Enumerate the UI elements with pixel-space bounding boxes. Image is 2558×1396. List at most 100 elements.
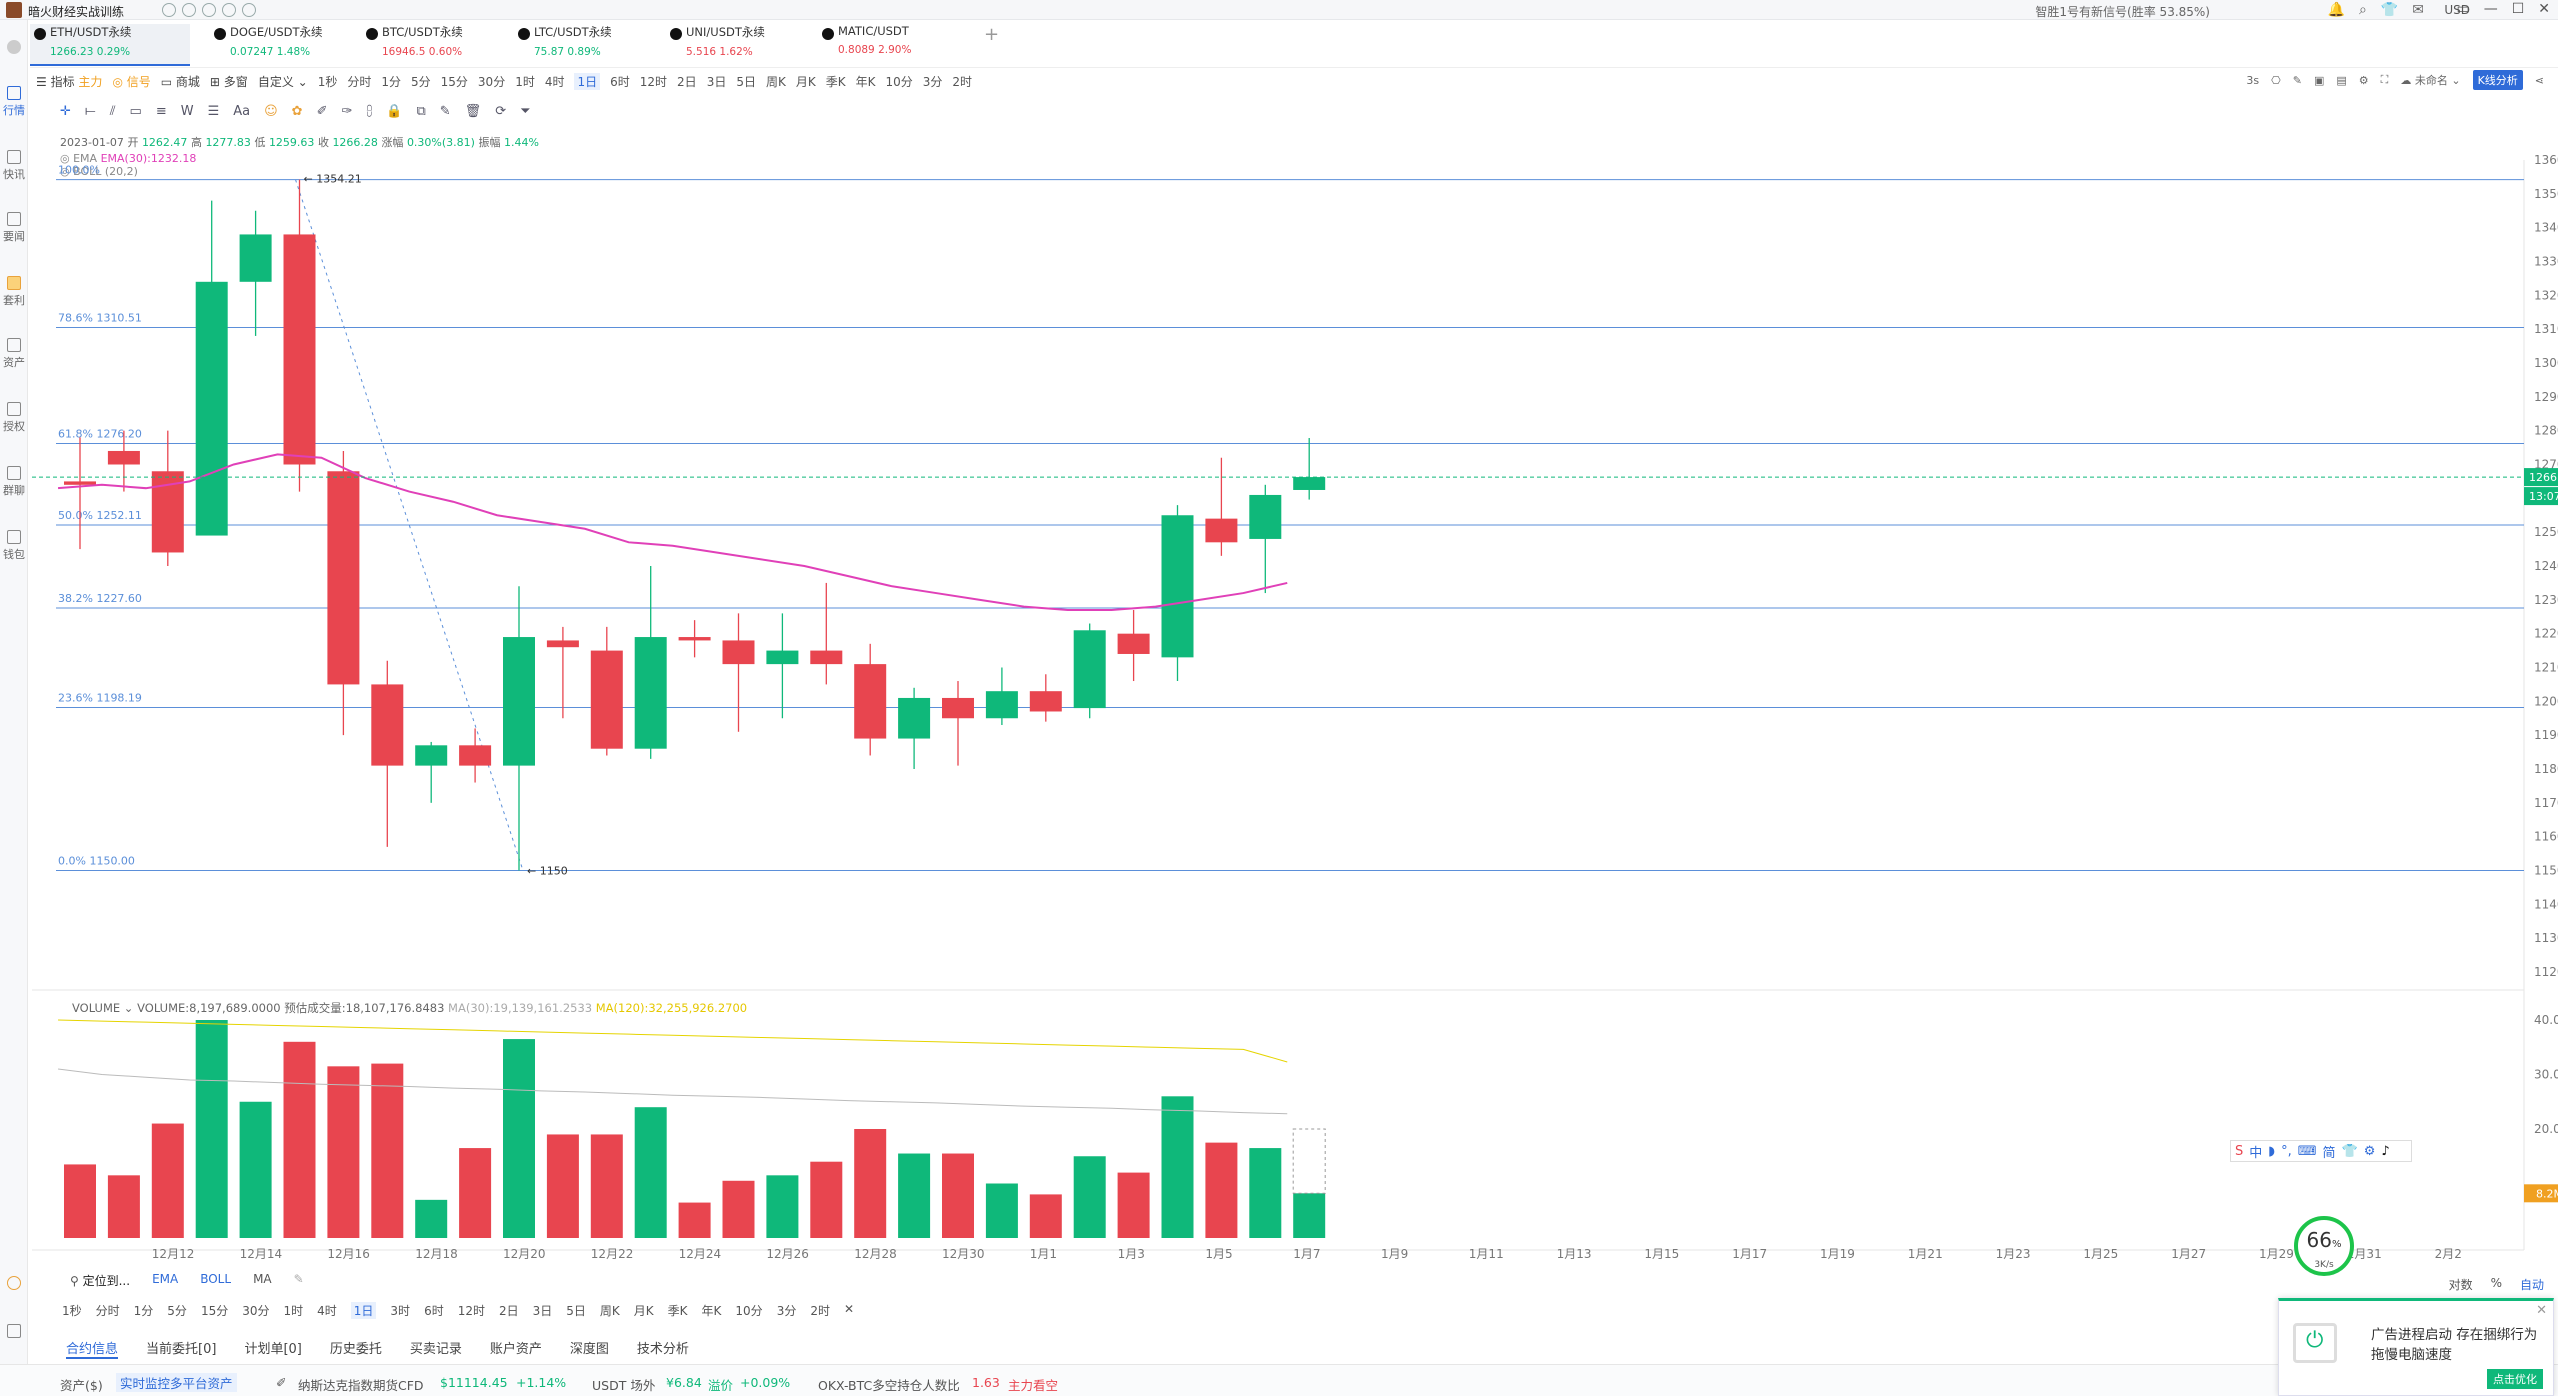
candle-body[interactable] [195, 281, 228, 536]
timeframe-19[interactable]: 3分 [922, 74, 943, 89]
candle-body[interactable] [854, 664, 887, 739]
add-tab-button[interactable]: + [984, 24, 1000, 45]
volume-bar[interactable] [810, 1161, 843, 1238]
boll-indicator-label[interactable]: ◎ BOLL (20,2) [60, 165, 138, 178]
candle-body[interactable] [634, 637, 667, 749]
ime-moon-icon[interactable]: ◗ [2268, 1143, 2276, 1159]
close-icon[interactable]: ✕ [2538, 1, 2550, 17]
multi-window-button[interactable]: ⊞ 多窗 [209, 74, 248, 89]
volume-bar[interactable] [283, 1041, 316, 1238]
timeframe-16[interactable]: 季K [825, 74, 846, 89]
bell-icon[interactable]: 🔔 [2327, 2, 2345, 18]
volume-bar[interactable] [1249, 1148, 1282, 1238]
edit-tool-icon[interactable]: ✎ [439, 104, 451, 119]
crosshair-icon[interactable]: ✛ [60, 104, 71, 119]
currency-select[interactable]: USD [2444, 3, 2470, 17]
ime-gear-icon[interactable]: ⚙ [2363, 1143, 2376, 1159]
bottom-tab-4[interactable]: 买卖记录 [409, 1342, 462, 1357]
volume-bar[interactable] [415, 1199, 448, 1238]
pin-icon[interactable]: ✐ [276, 1375, 287, 1390]
bottom-timeframe-20[interactable]: 3分 [776, 1304, 797, 1318]
bottom-tab-1[interactable]: 当前委托[0] [146, 1342, 217, 1357]
bottom-timeframe-0[interactable]: 1秒 [62, 1304, 82, 1318]
volume-bar[interactable] [327, 1066, 360, 1238]
volume-bar[interactable] [898, 1153, 931, 1238]
signal-notice[interactable]: 智胜1号有新信号(胜率 53.85%) [2035, 5, 2210, 19]
sidebar-item-assets[interactable]: 资产 [0, 338, 28, 370]
volume-bar[interactable] [985, 1183, 1018, 1239]
bottom-tab-6[interactable]: 深度图 [569, 1342, 609, 1357]
trash-icon[interactable]: 🗑 [464, 104, 482, 119]
bottom-timeframe-3[interactable]: 5分 [167, 1304, 187, 1318]
volume-bar[interactable] [854, 1129, 887, 1238]
timeframe-13[interactable]: 5日 [736, 74, 756, 89]
volume-bar[interactable] [195, 1020, 228, 1238]
fib-trend-line[interactable] [295, 179, 524, 871]
optimize-button[interactable]: 点击优化 [2487, 1369, 2543, 1389]
emoji-tool-icon[interactable]: ☺ [264, 104, 278, 119]
price-chart[interactable]: 1360.00 1350.00 1340.00 1330.00 1320.00 1310.… [0, 0, 2558, 1270]
candle-body[interactable] [766, 650, 799, 665]
bottom-tab-7[interactable]: 技术分析 [636, 1342, 689, 1357]
ime-simplified-icon[interactable]: 简 [2322, 1145, 2336, 1161]
candle-body[interactable] [590, 650, 623, 749]
speed-gauge[interactable]: 66% 3K/s [2294, 1216, 2354, 1276]
sync-tool-icon[interactable]: ⟳ [495, 104, 507, 119]
timeframe-4[interactable]: 15分 [440, 74, 468, 89]
text-tool-icon[interactable]: Aa [233, 104, 251, 119]
bottom-timeframe-9[interactable]: 3时 [390, 1304, 411, 1318]
shirt-icon[interactable]: 👕 [2380, 2, 2399, 18]
candle-body[interactable] [810, 650, 843, 665]
candle-body[interactable] [942, 697, 974, 719]
ime-lang-icon[interactable]: 中 [2249, 1145, 2263, 1161]
sidebar-item-wallet[interactable]: 钱包 [0, 530, 28, 562]
diamond-icon[interactable] [0, 1276, 28, 1292]
volume-bar[interactable] [239, 1101, 272, 1238]
candle-body[interactable] [107, 450, 140, 465]
close-icon[interactable]: ✕ [843, 1302, 855, 1316]
ema-toggle[interactable]: EMA [152, 1272, 179, 1286]
timeframe-12[interactable]: 3日 [706, 74, 727, 89]
bottom-timeframe-11[interactable]: 12时 [457, 1304, 485, 1318]
bottom-timeframe-15[interactable]: 周K [599, 1304, 620, 1318]
bottom-tab-2[interactable]: 计划单[0] [244, 1342, 302, 1357]
timeframe-14[interactable]: 周K [765, 74, 786, 89]
tab-btc[interactable]: BTC/USDT永续 16946.5 0.60% [362, 24, 512, 66]
share-icon[interactable]: ⋖ [2534, 73, 2544, 87]
tab-doge[interactable]: DOGE/USDT永续 0.07247 1.48% [210, 24, 360, 66]
candle-body[interactable] [1161, 515, 1194, 658]
bottom-tab-3[interactable]: 历史委托 [329, 1342, 382, 1357]
candle-body[interactable] [239, 234, 272, 282]
cloud-name-button[interactable]: ☁ 未命名 ⌄ [2400, 74, 2461, 87]
indicator-button[interactable]: ☰ 指标 主力 [36, 74, 103, 89]
sticker-tool-icon[interactable]: ✿ [291, 104, 303, 119]
line-tool-icon[interactable]: ⟝ [84, 104, 96, 119]
maximize-icon[interactable]: ☐ [2511, 1, 2525, 17]
ema-indicator-label[interactable]: ◎ EMA EMA(30):1232.18 [60, 152, 197, 165]
bottom-timeframe-2[interactable]: 1分 [133, 1304, 154, 1318]
candle-body[interactable] [283, 234, 316, 465]
sidebar-item-market[interactable]: 行情 [0, 86, 28, 118]
bottom-timeframe-7[interactable]: 4时 [317, 1304, 337, 1318]
bottom-timeframe-6[interactable]: 1时 [283, 1304, 304, 1318]
save-icon[interactable]: ▤ [2336, 73, 2347, 87]
gann-tool-icon[interactable]: ☰ [207, 104, 220, 119]
bottom-timeframe-16[interactable]: 月K [633, 1304, 654, 1318]
search-icon[interactable]: ⌕ [2358, 2, 2367, 18]
eraser-tool-icon[interactable]: ✑ [341, 104, 353, 119]
volume-bar[interactable] [1029, 1194, 1062, 1238]
sidebar-item-authorize[interactable]: 授权 [0, 402, 28, 434]
volume-bar[interactable] [590, 1134, 623, 1238]
sidebar-item-chat[interactable]: 群聊 [0, 466, 28, 498]
ime-skin-icon[interactable]: 👕 [2341, 1143, 2358, 1159]
candle-body[interactable] [327, 471, 360, 685]
tab-ltc[interactable]: LTC/USDT永续 75.87 0.89% [514, 24, 664, 66]
bottom-timeframe-14[interactable]: 5日 [566, 1304, 586, 1318]
bottom-timeframe-21[interactable]: 2时 [810, 1304, 830, 1318]
minimize-icon[interactable]: — [2483, 1, 2498, 17]
timeframe-6[interactable]: 1时 [515, 74, 535, 89]
bottom-tab-5[interactable]: 账户资产 [489, 1342, 542, 1357]
mail-icon[interactable]: ✉ [2412, 2, 2424, 18]
copy-tool-icon[interactable]: ⧉ [416, 104, 426, 119]
wave-tool-icon[interactable]: W [180, 104, 194, 119]
